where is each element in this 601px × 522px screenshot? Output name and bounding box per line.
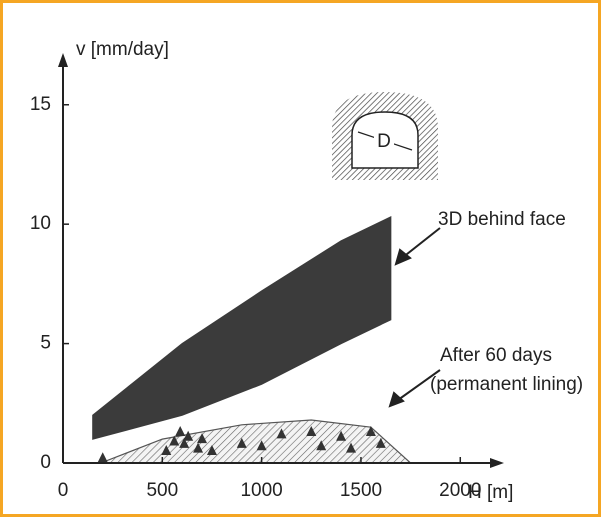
- x-tick-label: 500: [146, 480, 178, 501]
- data-point: [97, 452, 108, 463]
- y-tick-label: 10: [30, 213, 51, 234]
- y-axis-arrow: [58, 53, 68, 67]
- data-point: [197, 433, 208, 444]
- x-tick-label: 0: [58, 480, 69, 501]
- x-axis-arrow: [490, 458, 504, 468]
- data-point: [236, 437, 247, 448]
- data-point: [161, 445, 172, 456]
- y-tick-label: 5: [40, 333, 51, 354]
- data-point: [206, 445, 217, 456]
- y-tick-label: 0: [40, 452, 51, 473]
- data-point: [375, 437, 386, 448]
- x-axis-label: H [m]: [468, 482, 513, 503]
- annotation: 3D behind face: [438, 209, 566, 230]
- area-band: [92, 216, 392, 440]
- arrows: [388, 227, 441, 408]
- data-point: [179, 437, 190, 448]
- y-tick-label: 15: [30, 94, 51, 115]
- tunnel-icon: D: [332, 92, 438, 180]
- data-point: [306, 425, 317, 436]
- annotation: (permanent lining): [430, 374, 583, 395]
- data-point: [175, 425, 186, 436]
- x-tick-label: 2000: [439, 480, 481, 501]
- data-point: [256, 440, 267, 451]
- data-point: [276, 428, 287, 439]
- data-point: [316, 440, 327, 451]
- data-point: [193, 442, 204, 453]
- data-point: [346, 442, 357, 453]
- annotation: After 60 days: [440, 345, 552, 366]
- area-band: [100, 419, 413, 464]
- data-point: [183, 430, 194, 441]
- x-tick-label: 1000: [240, 480, 282, 501]
- data-point: [169, 435, 180, 446]
- data-point: [336, 430, 347, 441]
- x-tick-label: 1500: [340, 480, 382, 501]
- data-point: [365, 425, 376, 436]
- y-axis-label: v [mm/day]: [76, 39, 169, 60]
- icon-label: D: [377, 131, 391, 152]
